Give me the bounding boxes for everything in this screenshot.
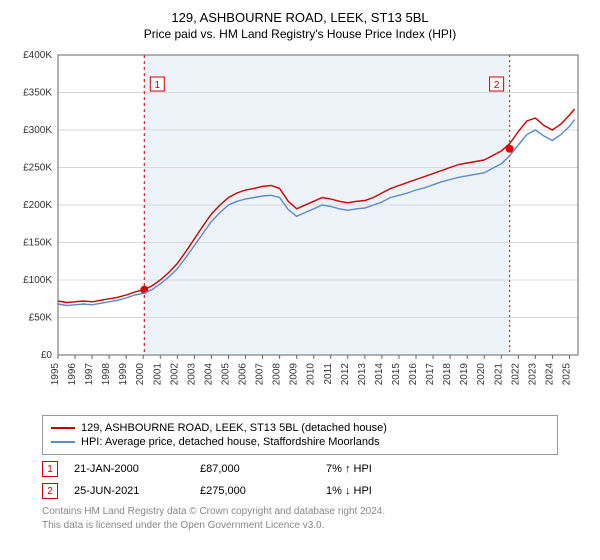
svg-text:2016: 2016 <box>408 363 419 386</box>
svg-text:£350K: £350K <box>23 88 52 99</box>
sale-date: 25-JUN-2021 <box>74 485 184 497</box>
svg-text:2004: 2004 <box>203 363 214 386</box>
sale-date: 21-JAN-2000 <box>74 463 184 475</box>
legend-label: 129, ASHBOURNE ROAD, LEEK, ST13 5BL (det… <box>81 422 387 434</box>
svg-text:2010: 2010 <box>306 363 317 386</box>
svg-text:1996: 1996 <box>67 363 78 386</box>
title-main: 129, ASHBOURNE ROAD, LEEK, ST13 5BL <box>12 10 588 25</box>
svg-text:2021: 2021 <box>493 363 504 386</box>
svg-text:2007: 2007 <box>255 363 266 386</box>
sale-change: 1% ↓ HPI <box>326 485 436 497</box>
svg-text:2022: 2022 <box>510 363 521 386</box>
svg-text:£50K: £50K <box>29 313 53 324</box>
svg-text:£400K: £400K <box>23 50 52 61</box>
sale-row: 2 25-JUN-2021 £275,000 1% ↓ HPI <box>42 483 558 499</box>
footer-line-2: This data is licensed under the Open Gov… <box>42 519 558 533</box>
legend-swatch <box>51 441 75 443</box>
svg-text:2011: 2011 <box>323 363 334 385</box>
svg-text:2013: 2013 <box>357 363 368 386</box>
legend-label: HPI: Average price, detached house, Staf… <box>81 436 380 448</box>
svg-text:1999: 1999 <box>118 363 129 386</box>
legend-swatch <box>51 427 75 429</box>
sale-price: £275,000 <box>200 485 310 497</box>
legend-item: 129, ASHBOURNE ROAD, LEEK, ST13 5BL (det… <box>51 422 549 434</box>
svg-text:1997: 1997 <box>84 363 95 386</box>
svg-text:2015: 2015 <box>391 363 402 386</box>
svg-text:2014: 2014 <box>374 363 385 386</box>
price-chart: £0 £50K £100K £150K £200K £250K £300K £350K £400… <box>12 49 588 409</box>
svg-text:2002: 2002 <box>169 363 180 386</box>
svg-text:£0: £0 <box>41 350 53 361</box>
svg-text:2009: 2009 <box>289 363 300 386</box>
svg-text:2023: 2023 <box>527 363 538 386</box>
sale-change: 7% ↑ HPI <box>326 463 436 475</box>
svg-text:2006: 2006 <box>238 363 249 386</box>
svg-text:£150K: £150K <box>23 238 52 249</box>
sale-badge: 1 <box>42 461 58 477</box>
footer: Contains HM Land Registry data © Crown c… <box>42 505 558 533</box>
svg-text:2019: 2019 <box>459 363 470 386</box>
svg-text:2008: 2008 <box>272 363 283 386</box>
svg-text:2005: 2005 <box>220 363 231 386</box>
legend: 129, ASHBOURNE ROAD, LEEK, ST13 5BL (det… <box>42 415 558 455</box>
svg-text:2000: 2000 <box>135 363 146 386</box>
svg-text:£100K: £100K <box>23 275 52 286</box>
svg-text:£200K: £200K <box>23 200 52 211</box>
svg-text:2012: 2012 <box>340 363 351 386</box>
sale-badge: 2 <box>42 483 58 499</box>
title-sub: Price paid vs. HM Land Registry's House … <box>12 27 588 41</box>
svg-text:2017: 2017 <box>425 363 436 386</box>
svg-text:£250K: £250K <box>23 163 52 174</box>
legend-item: HPI: Average price, detached house, Staf… <box>51 436 549 448</box>
svg-text:1: 1 <box>154 80 160 91</box>
svg-text:2020: 2020 <box>476 363 487 386</box>
sale-price: £87,000 <box>200 463 310 475</box>
svg-text:2003: 2003 <box>186 363 197 386</box>
svg-text:2025: 2025 <box>561 363 572 386</box>
footer-line-1: Contains HM Land Registry data © Crown c… <box>42 505 558 519</box>
sale-row: 1 21-JAN-2000 £87,000 7% ↑ HPI <box>42 461 558 477</box>
svg-text:2024: 2024 <box>544 363 555 386</box>
svg-text:2001: 2001 <box>152 363 163 386</box>
svg-text:£300K: £300K <box>23 125 52 136</box>
svg-text:2: 2 <box>494 80 500 91</box>
svg-text:2018: 2018 <box>442 363 453 386</box>
svg-text:1998: 1998 <box>101 363 112 386</box>
svg-text:1995: 1995 <box>50 363 61 386</box>
